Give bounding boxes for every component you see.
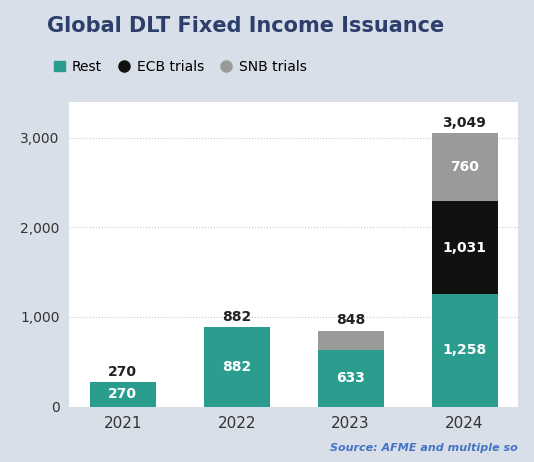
Text: 3,049: 3,049 bbox=[443, 116, 486, 130]
Text: 882: 882 bbox=[222, 360, 252, 374]
Text: Source: AFME and multiple so: Source: AFME and multiple so bbox=[330, 443, 518, 453]
Bar bbox=[203, 328, 270, 407]
Text: 270: 270 bbox=[108, 365, 137, 379]
Bar bbox=[431, 133, 498, 201]
Text: 1,258: 1,258 bbox=[443, 343, 486, 357]
Text: 633: 633 bbox=[336, 371, 365, 385]
Text: 1,031: 1,031 bbox=[443, 241, 486, 255]
Text: 882: 882 bbox=[222, 310, 252, 324]
Bar bbox=[318, 350, 384, 407]
Bar bbox=[431, 294, 498, 407]
Text: 270: 270 bbox=[108, 388, 137, 401]
Text: 760: 760 bbox=[450, 160, 479, 174]
Bar bbox=[431, 201, 498, 294]
Legend: Rest, ECB trials, SNB trials: Rest, ECB trials, SNB trials bbox=[54, 60, 307, 74]
Text: 848: 848 bbox=[336, 313, 365, 328]
Bar bbox=[90, 383, 156, 407]
Bar bbox=[318, 330, 384, 350]
Text: Global DLT Fixed Income Issuance: Global DLT Fixed Income Issuance bbox=[47, 16, 444, 36]
